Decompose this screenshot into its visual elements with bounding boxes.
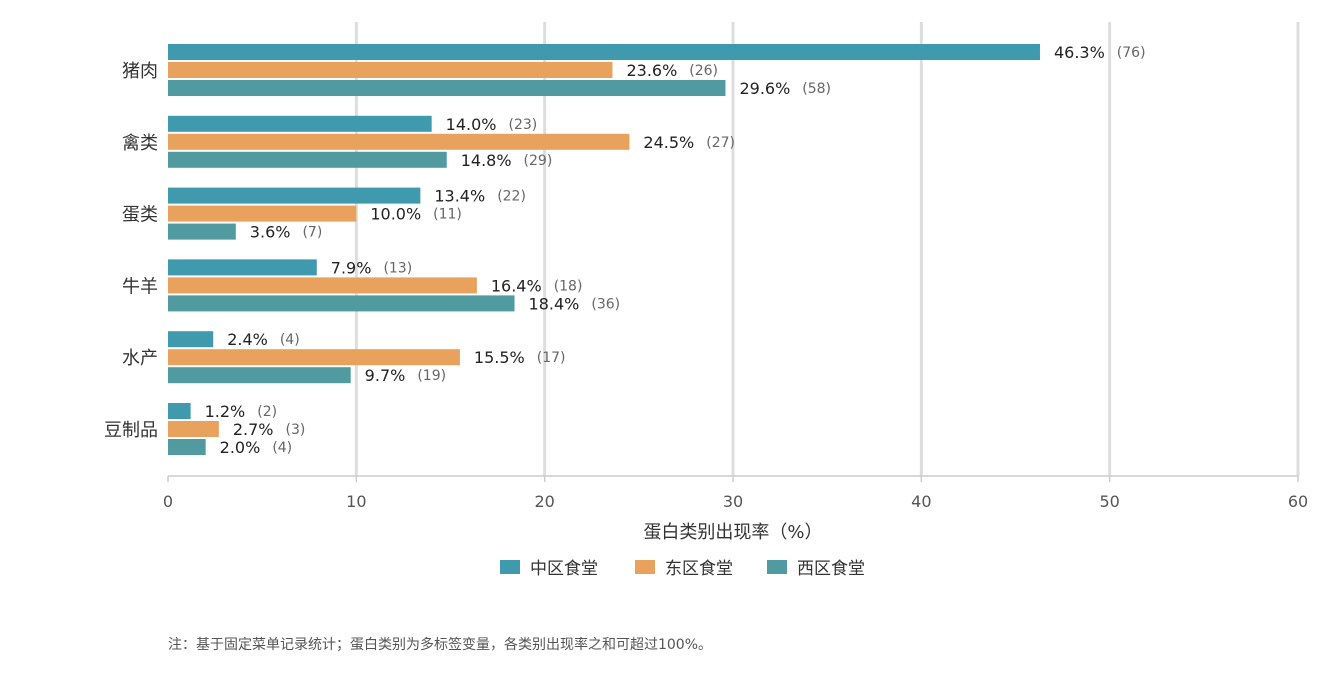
x-tick-label: 30: [723, 492, 743, 511]
category-label: 水产: [122, 348, 158, 369]
category-label: 牛羊: [122, 276, 158, 297]
value-labels: 46.3% (76) 23.6% (26) 29.6% (58) 14.0% (23) 24.5…: [205, 43, 1146, 457]
bar: [168, 403, 191, 419]
count-label: (2): [257, 404, 277, 420]
bar: [168, 115, 432, 132]
bar: [168, 367, 351, 384]
category-label: 蛋类: [122, 205, 158, 226]
value-label: 13.4%: [434, 187, 485, 206]
value-label: 9.7%: [365, 366, 406, 385]
bar: [168, 187, 421, 204]
x-tick-label: 20: [534, 492, 554, 511]
x-tick-label: 60: [1288, 492, 1308, 511]
value-label: 16.4%: [491, 276, 542, 295]
footnote: 注：基于固定菜单记录统计；蛋白类别为多标签变量，各类别出现率之和可超过100%。: [168, 637, 713, 653]
value-label: 2.0%: [220, 438, 261, 457]
category-label: 豆制品: [104, 420, 158, 441]
bar: [168, 421, 219, 437]
count-label: (11): [433, 207, 462, 223]
category-label: 禽类: [122, 133, 158, 154]
count-label: (27): [706, 135, 735, 151]
count-label: (26): [689, 63, 718, 79]
value-label: 18.4%: [529, 294, 580, 313]
count-label: (76): [1117, 45, 1146, 61]
bar: [168, 151, 447, 168]
count-label: (3): [286, 422, 306, 438]
value-label: 7.9%: [331, 258, 372, 277]
bar: [168, 277, 477, 294]
legend-label: 西区食堂: [797, 559, 865, 579]
x-tick-label: 50: [1099, 492, 1119, 511]
value-label: 29.6%: [739, 79, 790, 98]
value-label: 1.2%: [205, 402, 246, 421]
bar: [168, 205, 357, 222]
bar: [168, 44, 1040, 60]
legend-swatch: [500, 560, 520, 574]
value-label: 15.5%: [474, 348, 525, 367]
bar: [168, 439, 206, 455]
count-label: (7): [302, 225, 322, 241]
bars: [168, 44, 1040, 455]
count-label: (36): [591, 296, 620, 312]
grid-lines: [354, 22, 1300, 476]
x-axis-title: 蛋白类别出现率（%）: [643, 522, 822, 543]
count-label: (17): [537, 350, 566, 366]
bar: [168, 349, 460, 366]
bar: [168, 331, 214, 348]
count-label: (4): [272, 440, 292, 456]
x-tick-label: 40: [911, 492, 931, 511]
count-label: (23): [508, 117, 537, 133]
legend-label: 中区食堂: [530, 559, 598, 579]
legend: 中区食堂 东区食堂 西区食堂: [500, 559, 865, 579]
value-label: 2.4%: [227, 330, 268, 349]
bar: [168, 295, 515, 312]
legend-label: 东区食堂: [665, 559, 733, 579]
x-axis: 0 10 20 30 40 50 60: [163, 475, 1308, 511]
bar: [168, 223, 236, 240]
category-label: 猪肉: [122, 61, 158, 82]
x-tick-label: 0: [163, 492, 173, 511]
legend-swatch: [635, 560, 655, 574]
value-label: 14.0%: [446, 115, 497, 134]
count-label: (18): [554, 278, 583, 294]
bar: [168, 133, 630, 150]
value-label: 24.5%: [643, 133, 694, 152]
count-label: (58): [802, 81, 831, 97]
bar: [168, 62, 613, 78]
bar: [168, 80, 726, 96]
count-label: (19): [417, 368, 446, 384]
count-label: (13): [383, 260, 412, 276]
value-label: 3.6%: [250, 223, 291, 242]
bar: [168, 259, 317, 276]
count-label: (4): [280, 332, 300, 348]
x-tick-label: 10: [346, 492, 366, 511]
value-label: 23.6%: [626, 61, 677, 80]
legend-swatch: [767, 560, 787, 574]
value-label: 46.3%: [1054, 43, 1105, 62]
value-label: 14.8%: [461, 151, 512, 170]
value-label: 10.0%: [370, 205, 421, 224]
count-label: (22): [497, 189, 526, 205]
count-label: (29): [524, 153, 553, 169]
value-label: 2.7%: [233, 420, 274, 439]
